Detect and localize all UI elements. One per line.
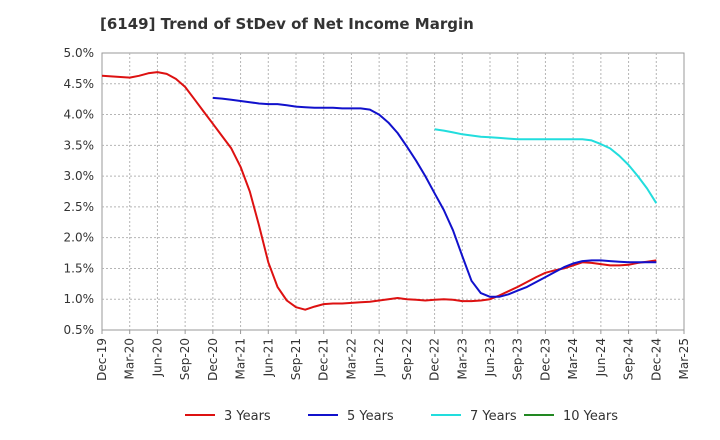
y-tick-label: 3.5% bbox=[64, 138, 95, 152]
x-tick-label: Mar-20 bbox=[123, 338, 137, 379]
y-tick-label: 0.5% bbox=[64, 323, 95, 337]
x-tick-label: Dec-23 bbox=[538, 338, 552, 381]
legend: 3 Years 5 Years 7 Years 10 Years bbox=[185, 409, 618, 424]
x-tick-label: Sep-21 bbox=[289, 338, 303, 380]
x-tick-label: Jun-22 bbox=[372, 338, 386, 377]
y-tick-label: 4.0% bbox=[64, 108, 95, 122]
y-tick-label: 2.0% bbox=[64, 231, 95, 245]
x-tick-label: Dec-21 bbox=[317, 338, 331, 381]
x-tick-label: Jun-24 bbox=[594, 338, 608, 377]
y-axis: 0.5% 1.0% 1.5% 2.0% 2.5% 3.0% 3.5% 4.0% 4.5% 5.0% bbox=[64, 46, 95, 337]
legend-label: 3 Years bbox=[224, 409, 271, 424]
x-tick-label: Dec-19 bbox=[95, 338, 109, 381]
x-tick-label: Jun-23 bbox=[483, 338, 497, 377]
series-line-0 bbox=[101, 71, 657, 311]
series-line-1 bbox=[212, 96, 657, 298]
x-tick-label: Jun-20 bbox=[150, 338, 164, 377]
x-tick-label: Sep-22 bbox=[400, 338, 414, 380]
legend-label: 5 Years bbox=[347, 409, 394, 424]
chart-title: [6149] Trend of StDev of Net Income Marg… bbox=[100, 15, 474, 33]
y-tick-label: 1.0% bbox=[64, 292, 95, 306]
x-tick-label: Sep-23 bbox=[511, 338, 525, 380]
x-tick-label: Dec-20 bbox=[206, 338, 220, 381]
y-tick-label: 2.5% bbox=[64, 200, 95, 214]
x-axis: Dec-19 Mar-20 Jun-20 Sep-20 Dec-20 Mar-21 Jun-… bbox=[95, 330, 691, 381]
x-tick-label: Mar-25 bbox=[677, 338, 691, 379]
plot-area bbox=[101, 52, 685, 331]
y-tick-label: 5.0% bbox=[64, 46, 95, 60]
x-tick-label: Sep-20 bbox=[178, 338, 192, 380]
x-tick-label: Dec-22 bbox=[428, 338, 442, 381]
y-tick-label: 1.5% bbox=[64, 261, 95, 275]
x-tick-label: Mar-22 bbox=[344, 338, 358, 379]
grid-lines bbox=[102, 53, 684, 330]
series-line-2 bbox=[434, 128, 658, 204]
y-tick-label: 4.5% bbox=[64, 77, 95, 91]
x-tick-label: Mar-24 bbox=[566, 338, 580, 379]
x-tick-label: Mar-23 bbox=[455, 338, 469, 379]
x-tick-label: Mar-21 bbox=[234, 338, 248, 379]
legend-label: 7 Years bbox=[470, 409, 517, 424]
legend-label: 10 Years bbox=[563, 409, 618, 424]
x-tick-label: Dec-24 bbox=[649, 338, 663, 381]
y-tick-label: 3.0% bbox=[64, 169, 95, 183]
series-lines bbox=[101, 71, 658, 311]
x-tick-label: Sep-24 bbox=[622, 338, 636, 380]
x-tick-label: Jun-21 bbox=[261, 338, 275, 377]
